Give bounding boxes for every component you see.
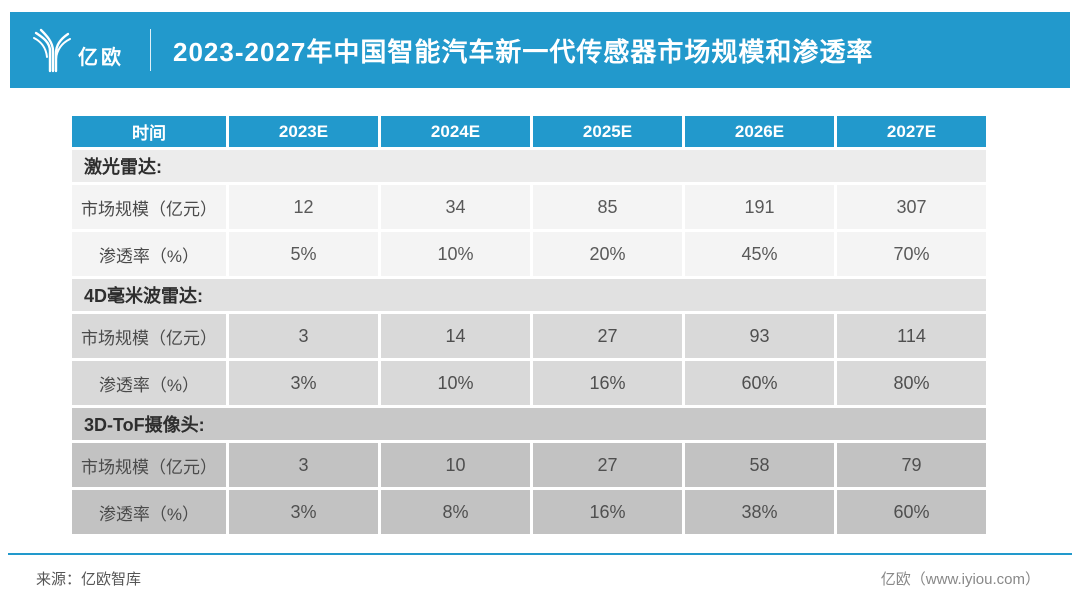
value-cell: 3% (229, 361, 378, 405)
row-label: 市场规模（亿元） (72, 314, 226, 358)
value-cell: 191 (685, 185, 834, 229)
value-cell: 3 (229, 443, 378, 487)
table-row: 渗透率（%） 3% 8% 16% 38% 60% (72, 490, 986, 534)
page-title: 2023-2027年中国智能汽车新一代传感器市场规模和渗透率 (173, 36, 874, 67)
section-label: 4D毫米波雷达: (72, 279, 986, 311)
value-cell: 85 (533, 185, 682, 229)
yiou-logo: 亿欧 (32, 27, 124, 73)
section-row-lidar: 激光雷达: (72, 150, 986, 182)
value-cell: 20% (533, 232, 682, 276)
row-label: 市场规模（亿元） (72, 185, 226, 229)
row-label: 渗透率（%） (72, 361, 226, 405)
value-cell: 10 (381, 443, 530, 487)
value-cell: 80% (837, 361, 986, 405)
header-cell-2027e: 2027E (837, 116, 986, 147)
row-label: 市场规模（亿元） (72, 443, 226, 487)
value-cell: 16% (533, 361, 682, 405)
value-cell: 10% (381, 232, 530, 276)
value-cell: 3% (229, 490, 378, 534)
value-cell: 114 (837, 314, 986, 358)
value-cell: 79 (837, 443, 986, 487)
value-cell: 12 (229, 185, 378, 229)
table-row: 渗透率（%） 3% 10% 16% 60% 80% (72, 361, 986, 405)
site-credit-text: 亿欧（www.iyiou.com） (880, 571, 1040, 588)
header-cell-time: 时间 (72, 116, 226, 147)
value-cell: 38% (685, 490, 834, 534)
value-cell: 27 (533, 314, 682, 358)
value-cell: 10% (381, 361, 530, 405)
table-header-row: 时间 2023E 2024E 2025E 2026E 2027E (72, 116, 986, 147)
value-cell: 70% (837, 232, 986, 276)
header-cell-2026e: 2026E (685, 116, 834, 147)
value-cell: 14 (381, 314, 530, 358)
yiou-logo-icon (33, 28, 71, 73)
value-cell: 93 (685, 314, 834, 358)
value-cell: 34 (381, 185, 530, 229)
table-row: 市场规模（亿元） 3 10 27 58 79 (72, 443, 986, 487)
value-cell: 45% (685, 232, 834, 276)
value-cell: 16% (533, 490, 682, 534)
source-text: 来源：亿欧智库 (36, 571, 142, 588)
value-cell: 27 (533, 443, 682, 487)
section-label: 3D-ToF摄像头: (72, 408, 986, 440)
header-cell-2024e: 2024E (381, 116, 530, 147)
banner-divider (150, 29, 151, 71)
header-banner: 亿欧 2023-2027年中国智能汽车新一代传感器市场规模和渗透率 (10, 12, 1070, 88)
value-cell: 60% (837, 490, 986, 534)
header-cell-2023e: 2023E (229, 116, 378, 147)
value-cell: 307 (837, 185, 986, 229)
footer-divider-line (8, 553, 1072, 555)
value-cell: 58 (685, 443, 834, 487)
row-label: 渗透率（%） (72, 232, 226, 276)
value-cell: 3 (229, 314, 378, 358)
row-label: 渗透率（%） (72, 490, 226, 534)
table-row: 市场规模（亿元） 12 34 85 191 307 (72, 185, 986, 229)
header-cell-2025e: 2025E (533, 116, 682, 147)
section-row-3d-tof: 3D-ToF摄像头: (72, 408, 986, 440)
section-row-4d-radar: 4D毫米波雷达: (72, 279, 986, 311)
table-row: 渗透率（%） 5% 10% 20% 45% 70% (72, 232, 986, 276)
value-cell: 5% (229, 232, 378, 276)
value-cell: 8% (381, 490, 530, 534)
table-row: 市场规模（亿元） 3 14 27 93 114 (72, 314, 986, 358)
section-label: 激光雷达: (72, 150, 986, 182)
value-cell: 60% (685, 361, 834, 405)
logo-text: 亿欧 (78, 46, 124, 69)
sensor-market-table: 时间 2023E 2024E 2025E 2026E 2027E 激光雷达: 市… (69, 113, 989, 537)
